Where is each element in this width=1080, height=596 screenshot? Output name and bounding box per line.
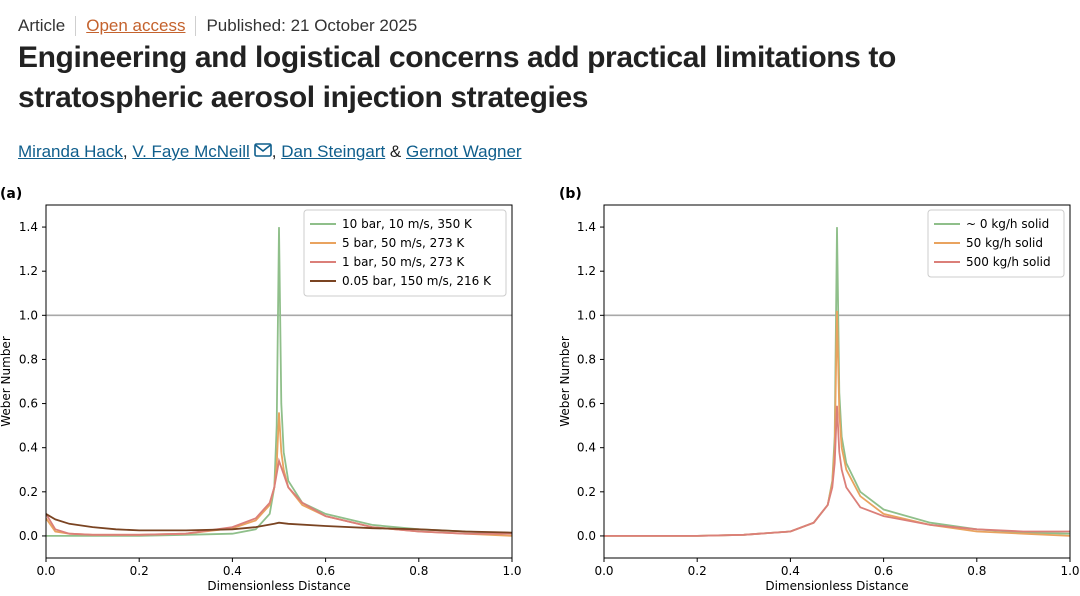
legend-label-1: 5 bar, 50 m/s, 273 K: [342, 236, 465, 250]
legend-box: [303, 209, 507, 297]
legend-label-2: 1 bar, 50 m/s, 273 K: [342, 255, 465, 269]
x-tick-label: 1.0: [1060, 564, 1079, 578]
figure-panel-a: (a) 0.0 0.2 0.4 0.6 0.8 1.0 0.0 0.2 0.4 0.6 0.8 1.0 1…: [0, 180, 540, 596]
x-tick-label: 0.0: [36, 564, 55, 578]
series-line-3: [46, 513, 512, 534]
x-tick-label: 0.2: [130, 564, 149, 578]
legend-label-2: 500 kg/h solid: [966, 255, 1051, 269]
chart-b: (b) 0.0 0.2 0.4 0.6 0.8 1.0 0.0 0.2 0.4 0.6 0.8 1.0 1…: [558, 186, 1080, 593]
y-tick-label: 1.4: [577, 220, 596, 234]
y-tick-label: 1.0: [19, 308, 38, 322]
series-line-2: [604, 405, 1070, 537]
author-list: Miranda Hack , V. Faye McNeill , Dan Ste…: [18, 142, 522, 162]
chart-a: (a) 0.0 0.2 0.4 0.6 0.8 1.0 0.0 0.2 0.4 0.6 0.8 1.0 1…: [0, 186, 522, 593]
legend: 10 bar, 10 m/s, 350 K 5 bar, 50 m/s, 273 …: [303, 209, 507, 297]
x-tick-label: 0.0: [594, 564, 613, 578]
series-line-0: [46, 227, 512, 537]
plot-frame: [45, 204, 513, 559]
author-separator: &: [385, 142, 406, 161]
y-tick-label: 0.4: [577, 441, 596, 455]
y-tick-label: 1.2: [19, 264, 38, 278]
series-line-2: [46, 457, 512, 536]
y-tick-label: 1.0: [577, 308, 596, 322]
envelope-icon[interactable]: [253, 142, 272, 162]
divider: [75, 16, 77, 36]
author-link[interactable]: Dan Steingart: [281, 142, 386, 161]
y-tick-label: 0.0: [19, 529, 38, 543]
y-tick-label: 0.6: [577, 397, 596, 411]
author-separator: ,: [122, 142, 133, 161]
x-tick-label: 0.8: [409, 564, 428, 578]
legend-label-0: 10 bar, 10 m/s, 350 K: [342, 217, 473, 231]
x-tick-label: 0.4: [781, 564, 800, 578]
panel-label: (a): [0, 186, 22, 202]
x-tick-label: 0.6: [316, 564, 335, 578]
author-separator: ,: [271, 142, 282, 161]
y-axis-label: Weber Number: [558, 336, 572, 427]
legend-box: [927, 209, 1065, 278]
article-type: Article: [18, 16, 66, 35]
legend-label-0: ~ 0 kg/h solid: [966, 217, 1049, 231]
author-link[interactable]: V. Faye McNeill: [132, 142, 250, 161]
author-link[interactable]: Gernot Wagner: [406, 142, 522, 161]
x-axis-label: Dimensionless Distance: [765, 579, 908, 591]
y-axis-label: Weber Number: [0, 336, 13, 427]
x-tick-label: 0.4: [223, 564, 242, 578]
legend-label-3: 0.05 bar, 150 m/s, 216 K: [342, 274, 492, 288]
plot-frame: [603, 204, 1071, 559]
legend-label-1: 50 kg/h solid: [966, 236, 1043, 250]
published-date: Published: 21 October 2025: [206, 16, 418, 35]
x-axis-label: Dimensionless Distance: [207, 579, 350, 591]
x-tick-label: 0.6: [874, 564, 893, 578]
y-tick-label: 0.2: [577, 485, 596, 499]
y-tick-label: 0.8: [19, 352, 38, 366]
article-meta: Article Open access Published: 21 Octobe…: [18, 14, 417, 38]
y-tick-label: 0.8: [577, 352, 596, 366]
open-access-link[interactable]: Open access: [86, 16, 186, 35]
series-line-1: [46, 412, 512, 537]
x-tick-label: 1.0: [502, 564, 521, 578]
panel-label: (b): [559, 186, 582, 202]
author-link[interactable]: Miranda Hack: [18, 142, 123, 161]
figure-panel-b: (b) 0.0 0.2 0.4 0.6 0.8 1.0 0.0 0.2 0.4 0.6 0.8 1.0 1…: [555, 180, 1080, 596]
y-tick-label: 0.2: [19, 485, 38, 499]
y-tick-label: 0.4: [19, 441, 38, 455]
x-tick-label: 0.2: [688, 564, 707, 578]
article-title: Engineering and logistical concerns add …: [18, 41, 896, 114]
y-tick-label: 1.2: [577, 264, 596, 278]
y-tick-label: 0.6: [19, 397, 38, 411]
y-tick-label: 1.4: [19, 220, 38, 234]
y-tick-label: 0.0: [577, 529, 596, 543]
x-tick-label: 0.8: [967, 564, 986, 578]
legend: ~ 0 kg/h solid 50 kg/h solid 500 kg/h soli…: [927, 209, 1065, 278]
divider: [195, 16, 197, 36]
